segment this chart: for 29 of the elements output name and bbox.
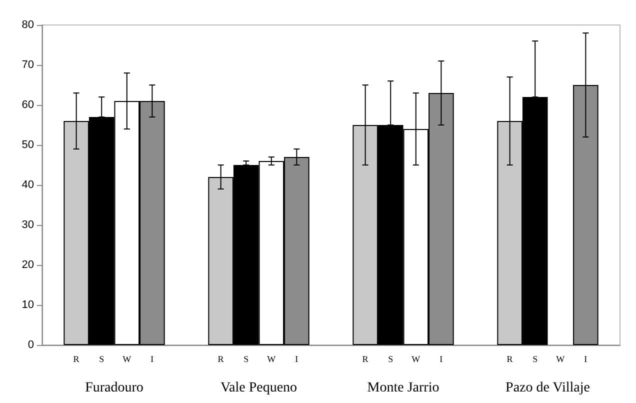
text: I: [584, 354, 588, 364]
y-tick-label: 0: [28, 339, 34, 351]
y-tick-label: 70: [22, 59, 34, 71]
series-label: W: [122, 354, 132, 364]
x-tick-label: Vale Pequeno: [220, 380, 298, 396]
y-tick-label: 20: [22, 259, 34, 271]
y-tick-label: 10: [22, 299, 34, 311]
series-label: I: [150, 354, 154, 364]
text: I: [295, 354, 298, 364]
y-tick-label: 80: [22, 19, 34, 31]
text: I: [440, 354, 443, 364]
text: S: [244, 354, 249, 364]
series-label: S: [99, 354, 104, 364]
series-label: R: [73, 354, 80, 364]
text: W: [412, 354, 420, 364]
y-tick-label: 50: [22, 139, 34, 151]
text: W: [267, 354, 276, 364]
x-tick-label: Monte Jarrio: [367, 380, 440, 396]
x-tick-label: Pazo de Villaje: [506, 380, 590, 396]
y-tick-label: 30: [22, 219, 34, 231]
y-tick-label: 60: [22, 99, 34, 111]
x-tick-label: Furadouro: [85, 380, 144, 396]
y-tick-label: 40: [22, 179, 34, 191]
text: S: [388, 354, 394, 364]
text: R: [506, 354, 513, 364]
text: R: [362, 354, 368, 364]
text: R: [218, 354, 224, 364]
text: S: [532, 354, 538, 364]
text: W: [556, 354, 565, 364]
